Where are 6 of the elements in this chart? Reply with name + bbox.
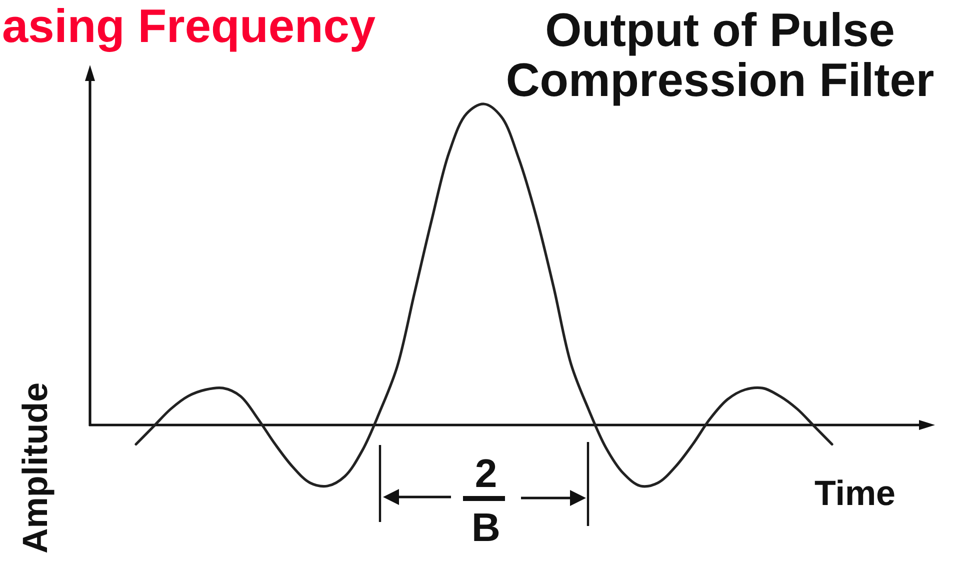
text: B <box>472 506 500 550</box>
text: asing Frequency <box>2 0 376 52</box>
y-axis-title: Amplitude <box>16 382 55 554</box>
chart-title: Output of Pulse Compression Filter <box>506 3 934 106</box>
x-axis-title: Time <box>814 474 896 513</box>
annotation: 2 <box>474 452 498 496</box>
